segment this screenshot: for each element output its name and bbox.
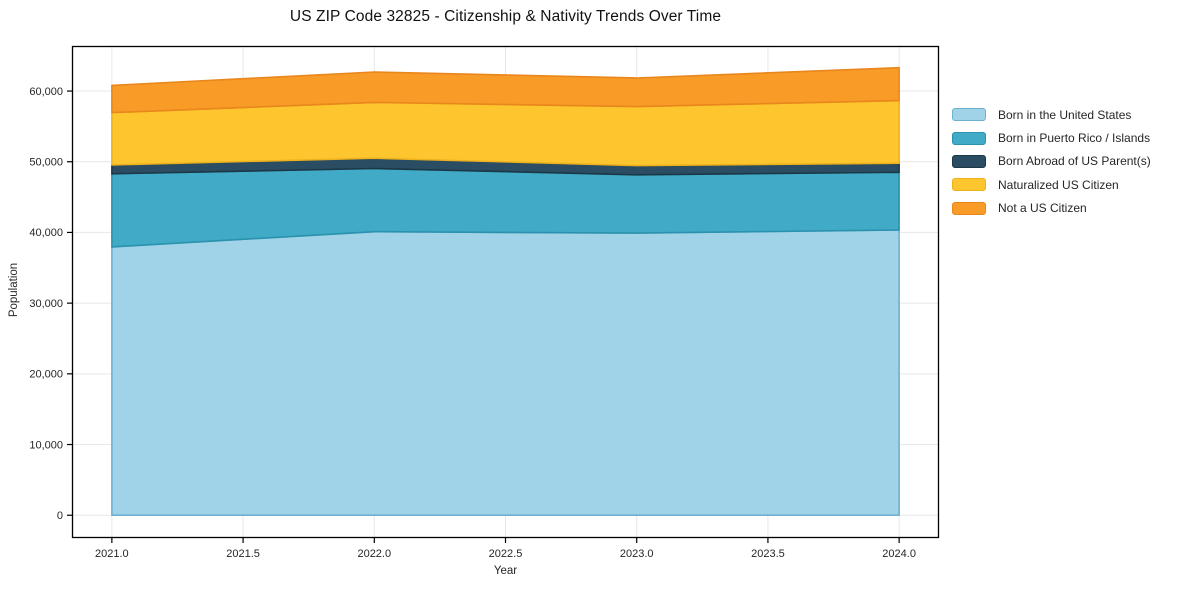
x-axis-label: Year [493,565,518,577]
area-not-a-us-citizen [111,66,900,114]
legend-label: Born Abroad of US Parent(s) [998,154,1151,169]
legend-label: Born in Puerto Rico / Islands [998,131,1151,146]
legend-swatch [952,178,986,192]
x-tick-label: 2022.0 [357,548,391,560]
legend-swatch [952,201,986,215]
legend-swatch [952,108,986,122]
x-tick-label: 2021.0 [95,548,129,560]
y-tick-label: 30,000 [29,298,63,310]
area-naturalized-us-citizen [111,99,900,167]
legend-item: Born Abroad of US Parent(s) [952,150,1151,173]
legend-swatch [952,131,986,145]
y-tick-label: 20,000 [29,369,63,381]
y-tick-label: 10,000 [29,439,63,451]
x-tick-label: 2023.5 [751,548,785,560]
x-tick-label: 2021.5 [226,548,260,560]
y-axis-label: Population [8,262,20,318]
legend-item: Born in Puerto Rico / Islands [952,126,1151,149]
legend-label: Born in the United States [998,107,1132,122]
legend-item: Naturalized US Citizen [952,173,1151,196]
legend-swatch [952,154,986,168]
y-tick-label: 40,000 [29,227,63,239]
chart-title: US ZIP Code 32825 - Citizenship & Nativi… [289,8,722,25]
y-tick-label: 50,000 [29,157,63,169]
y-tick-label: 0 [57,510,63,522]
x-tick-label: 2024.0 [882,548,916,560]
x-tick-label: 2023.0 [620,548,654,560]
y-tick-label: 60,000 [29,86,63,98]
x-tick-label: 2022.5 [489,548,523,560]
legend-label: Naturalized US Citizen [998,177,1119,192]
legend-label: Not a US Citizen [998,201,1087,216]
legend-item: Born in the United States [952,103,1151,126]
area-born-in-the-united-states [111,229,900,516]
legend-item: Not a US Citizen [952,197,1151,220]
legend: Born in the United States Born in Puerto … [952,103,1151,220]
